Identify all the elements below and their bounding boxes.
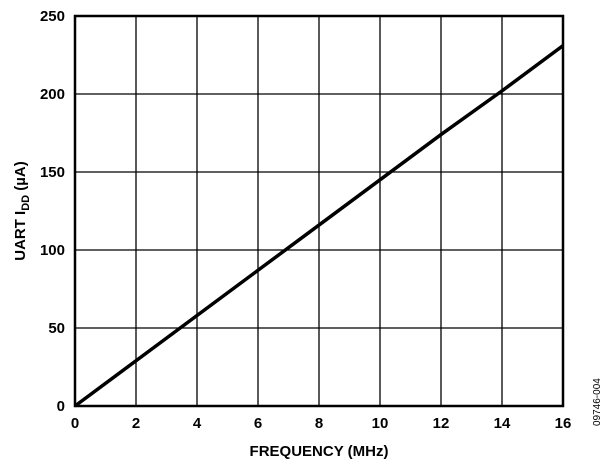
x-tick-labels: 0 2 4 6 8 10 12 14 16 xyxy=(71,415,572,432)
x-tick-label: 14 xyxy=(494,415,511,432)
x-tick-label: 10 xyxy=(372,415,389,432)
y-tick-label: 100 xyxy=(40,242,65,259)
x-tick-label: 12 xyxy=(433,415,450,432)
x-tick-label: 16 xyxy=(555,415,572,432)
x-tick-label: 4 xyxy=(193,415,202,432)
y-axis-label-sub: DD xyxy=(20,195,32,211)
y-tick-label: 200 xyxy=(40,86,65,103)
y-tick-labels: 0 50 100 150 200 250 xyxy=(40,8,65,415)
y-axis-label: UART IDD (µA) xyxy=(12,161,32,261)
y-tick-label: 0 xyxy=(57,398,65,415)
x-tick-label: 2 xyxy=(132,415,140,432)
series-line xyxy=(73,44,565,408)
y-tick-label: 150 xyxy=(40,164,65,181)
plot-frame xyxy=(73,14,565,408)
grid xyxy=(74,15,564,407)
y-axis-label-main: UART I xyxy=(12,211,29,261)
series-group xyxy=(73,44,565,408)
x-tick-label: 8 xyxy=(315,415,323,432)
y-tick-label: 250 xyxy=(40,8,65,25)
figure-id: 09746-004 xyxy=(592,378,603,426)
y-axis-label-unit: (µA) xyxy=(12,161,29,195)
x-axis-label: FREQUENCY (MHz) xyxy=(250,443,389,460)
x-tick-label: 0 xyxy=(71,415,79,432)
y-tick-label: 50 xyxy=(48,320,65,337)
x-tick-label: 6 xyxy=(254,415,262,432)
